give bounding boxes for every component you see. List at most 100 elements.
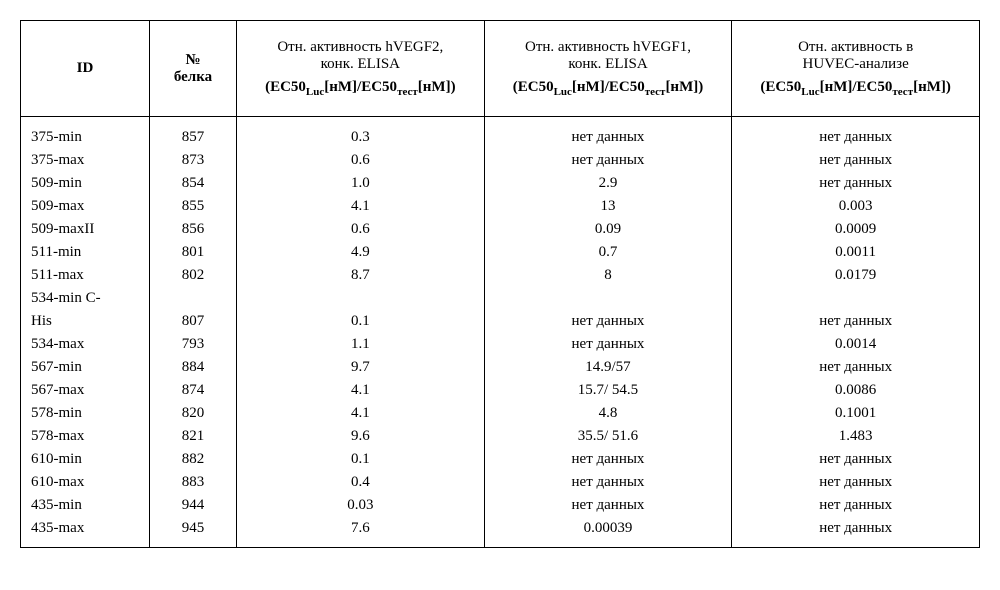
cell-num: 873 — [150, 149, 237, 172]
cell-num — [150, 287, 237, 310]
cell-num: 854 — [150, 172, 237, 195]
cell-hvegf1: нет данных — [484, 149, 732, 172]
data-table: ID № белка Отн. активность hVEGF2, конк.… — [20, 20, 980, 548]
cell-hvegf2: 0.6 — [237, 218, 485, 241]
table-row: 567-min8849.714.9/57нет данных — [21, 356, 980, 379]
col-hvegf1-formula: (EC50Luc[нМ]/EC50тест[нМ]) — [491, 79, 726, 98]
cell-num: 801 — [150, 241, 237, 264]
cell-hvegf2: 4.9 — [237, 241, 485, 264]
cell-num: 883 — [150, 471, 237, 494]
table-row: 509-min8541.02.9нет данных — [21, 172, 980, 195]
table-row: 534-max7931.1нет данных0.0014 — [21, 333, 980, 356]
cell-huvec: нет данных — [732, 494, 980, 517]
cell-id: 567-max — [21, 379, 150, 402]
cell-num: 857 — [150, 117, 237, 150]
cell-hvegf2: 8.7 — [237, 264, 485, 287]
cell-id: 435-min — [21, 494, 150, 517]
cell-id: 509-min — [21, 172, 150, 195]
cell-hvegf1: нет данных — [484, 310, 732, 333]
cell-huvec: нет данных — [732, 172, 980, 195]
col-hvegf1-l2: конк. ELISA — [491, 56, 726, 73]
cell-huvec: нет данных — [732, 448, 980, 471]
cell-num: 945 — [150, 517, 237, 548]
cell-num: 856 — [150, 218, 237, 241]
table-row: His8070.1нет данныхнет данных — [21, 310, 980, 333]
col-id: ID — [21, 21, 150, 117]
table-row: 375-max8730.6нет данныхнет данных — [21, 149, 980, 172]
cell-id: 509-maxII — [21, 218, 150, 241]
cell-huvec: нет данных — [732, 517, 980, 548]
cell-num: 855 — [150, 195, 237, 218]
cell-hvegf2: 0.1 — [237, 310, 485, 333]
cell-id: 610-min — [21, 448, 150, 471]
cell-hvegf2: 4.1 — [237, 379, 485, 402]
cell-hvegf1: 4.8 — [484, 402, 732, 425]
cell-id: 578-max — [21, 425, 150, 448]
cell-hvegf2 — [237, 287, 485, 310]
cell-hvegf2: 4.1 — [237, 402, 485, 425]
cell-huvec: 0.0009 — [732, 218, 980, 241]
col-hvegf1-l1: Отн. активность hVEGF1, — [491, 39, 726, 56]
cell-hvegf1: 8 — [484, 264, 732, 287]
cell-hvegf2: 9.6 — [237, 425, 485, 448]
cell-huvec: 0.0086 — [732, 379, 980, 402]
cell-id: 375-min — [21, 117, 150, 150]
cell-huvec: 0.1001 — [732, 402, 980, 425]
cell-hvegf1: нет данных — [484, 448, 732, 471]
cell-hvegf2: 1.0 — [237, 172, 485, 195]
cell-hvegf1: 15.7/ 54.5 — [484, 379, 732, 402]
cell-hvegf2: 0.03 — [237, 494, 485, 517]
cell-id: 511-max — [21, 264, 150, 287]
cell-huvec: 0.0011 — [732, 241, 980, 264]
cell-id: 534-max — [21, 333, 150, 356]
table-row: 435-min9440.03нет данныхнет данных — [21, 494, 980, 517]
cell-id: 534-min C- — [21, 287, 150, 310]
table-row: 511-min8014.90.70.0011 — [21, 241, 980, 264]
cell-huvec: 0.0014 — [732, 333, 980, 356]
cell-id: 435-max — [21, 517, 150, 548]
cell-huvec: нет данных — [732, 356, 980, 379]
col-hvegf2: Отн. активность hVEGF2, конк. ELISA (EC5… — [237, 21, 485, 117]
col-hvegf2-l1: Отн. активность hVEGF2, — [243, 39, 478, 56]
table-row: 610-min8820.1нет данныхнет данных — [21, 448, 980, 471]
col-huvec: Отн. активность в HUVEC-анализе (EC50Luc… — [732, 21, 980, 117]
cell-hvegf1: нет данных — [484, 471, 732, 494]
cell-huvec: нет данных — [732, 149, 980, 172]
cell-hvegf1: нет данных — [484, 333, 732, 356]
col-huvec-l2: HUVEC-анализе — [738, 56, 973, 73]
table-row: 610-max8830.4нет данныхнет данных — [21, 471, 980, 494]
cell-hvegf1: 0.7 — [484, 241, 732, 264]
cell-hvegf1: 13 — [484, 195, 732, 218]
cell-hvegf2: 0.3 — [237, 117, 485, 150]
cell-num: 821 — [150, 425, 237, 448]
col-huvec-formula: (EC50Luc[нМ]/EC50тест[нМ]) — [738, 79, 973, 98]
cell-id: 511-min — [21, 241, 150, 264]
col-num: № белка — [150, 21, 237, 117]
col-num-label1: № — [185, 52, 200, 68]
header-row: ID № белка Отн. активность hVEGF2, конк.… — [21, 21, 980, 117]
cell-hvegf2: 7.6 — [237, 517, 485, 548]
col-hvegf1: Отн. активность hVEGF1, конк. ELISA (EC5… — [484, 21, 732, 117]
cell-hvegf1: 2.9 — [484, 172, 732, 195]
cell-id: 375-max — [21, 149, 150, 172]
cell-hvegf2: 4.1 — [237, 195, 485, 218]
cell-id: 610-max — [21, 471, 150, 494]
cell-hvegf1: нет данных — [484, 494, 732, 517]
cell-hvegf1: 35.5/ 51.6 — [484, 425, 732, 448]
table-row: 375-min8570.3нет данныхнет данных — [21, 117, 980, 150]
cell-num: 944 — [150, 494, 237, 517]
cell-num: 882 — [150, 448, 237, 471]
cell-num: 807 — [150, 310, 237, 333]
cell-hvegf1: 14.9/57 — [484, 356, 732, 379]
cell-huvec: 1.483 — [732, 425, 980, 448]
col-num-label2: белка — [174, 69, 212, 85]
table-row: 509-maxII8560.60.090.0009 — [21, 218, 980, 241]
table-row: 511-max8028.780.0179 — [21, 264, 980, 287]
cell-huvec: 0.0179 — [732, 264, 980, 287]
col-huvec-l1: Отн. активность в — [738, 39, 973, 56]
cell-num: 820 — [150, 402, 237, 425]
cell-id: 578-min — [21, 402, 150, 425]
table-body: 375-min8570.3нет данныхнет данных375-max… — [21, 117, 980, 548]
table-row: 435-max9457.60.00039нет данных — [21, 517, 980, 548]
cell-hvegf2: 0.1 — [237, 448, 485, 471]
